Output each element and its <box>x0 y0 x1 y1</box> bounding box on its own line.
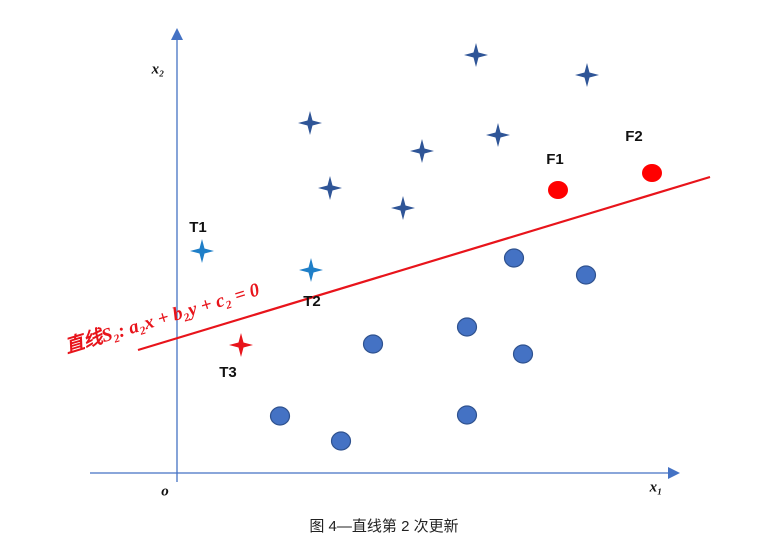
x-arrow <box>668 467 680 479</box>
circle <box>503 248 525 268</box>
circle <box>330 431 352 451</box>
star-t2 <box>299 258 323 282</box>
circle <box>512 344 534 364</box>
origin-label: o <box>161 483 169 499</box>
circle-f1 <box>548 181 568 199</box>
star <box>486 123 510 147</box>
star <box>464 43 488 67</box>
star <box>410 139 434 163</box>
circle <box>456 405 478 425</box>
star <box>318 176 342 200</box>
x-axis-label: x₁ <box>649 479 663 495</box>
t3-label: T3 <box>219 364 237 381</box>
class-b-circles <box>269 248 597 451</box>
y-axis-label: x₂ <box>151 61 165 77</box>
star <box>575 63 599 87</box>
star <box>391 196 415 220</box>
circle <box>269 406 291 426</box>
t1-label: T1 <box>189 219 207 236</box>
caption: 图 4—直线第 2 次更新 <box>309 517 458 535</box>
circle <box>362 334 384 354</box>
star <box>298 111 322 135</box>
t2-label: T2 <box>303 293 321 310</box>
star-t1 <box>190 239 214 263</box>
circle-f2 <box>642 164 662 182</box>
f1-label: F1 <box>546 151 564 168</box>
star-t3 <box>229 333 253 357</box>
circle <box>456 317 478 337</box>
y-arrow <box>171 28 183 40</box>
separating-line <box>137 175 711 352</box>
circle <box>575 265 597 285</box>
f2-label: F2 <box>625 128 643 145</box>
line-label: 直线S₂: a₂x + b₂y + c₂ = 0 <box>62 278 262 358</box>
